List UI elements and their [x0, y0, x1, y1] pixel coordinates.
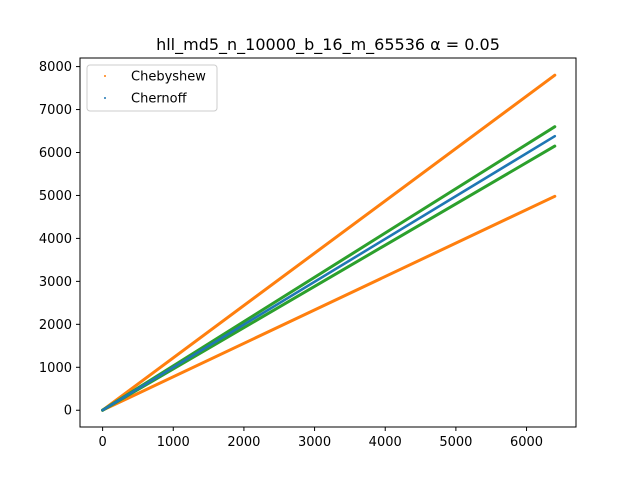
y-tick-label: 3000 — [39, 275, 72, 290]
series-line-3 — [101, 144, 557, 412]
y-tick-label: 5000 — [39, 189, 72, 204]
x-tick-label: 5000 — [439, 435, 472, 450]
series-line-1 — [101, 194, 557, 412]
legend-marker-chebyshew — [104, 75, 106, 77]
x-tick-label: 1000 — [157, 435, 190, 450]
legend-box — [86, 64, 218, 112]
y-tick-label: 7000 — [39, 103, 72, 118]
axes-frame — [79, 57, 577, 428]
x-tick-label: 3000 — [298, 435, 331, 450]
x-axis: 0 1000 2000 3000 4000 5000 6000 — [98, 427, 543, 450]
x-tick-label: 4000 — [369, 435, 402, 450]
y-tick-label: 1000 — [39, 361, 72, 376]
y-tick-label: 0 — [64, 404, 72, 419]
y-tick-label: 4000 — [39, 232, 72, 247]
chart-title: hll_md5_n_10000_b_16_m_65536 α = 0.05 — [156, 35, 500, 55]
series-line-0 — [101, 73, 557, 412]
legend: Chebyshew Chernoff — [86, 64, 218, 112]
y-tick-label: 8000 — [39, 60, 72, 75]
series-line-2 — [101, 125, 557, 412]
plot-area — [101, 73, 557, 412]
series-line-4 — [101, 134, 557, 412]
legend-label-chebyshew: Chebyshew — [131, 70, 206, 85]
x-tick-label: 2000 — [227, 435, 260, 450]
x-tick-label: 6000 — [510, 435, 543, 450]
legend-label-chernoff: Chernoff — [131, 92, 188, 107]
x-tick-label: 0 — [98, 435, 106, 450]
y-axis: 0 1000 2000 3000 4000 5000 6000 7000 8000 — [39, 60, 80, 419]
y-tick-label: 2000 — [39, 318, 72, 333]
y-tick-label: 6000 — [39, 146, 72, 161]
legend-marker-chernoff — [104, 97, 106, 99]
